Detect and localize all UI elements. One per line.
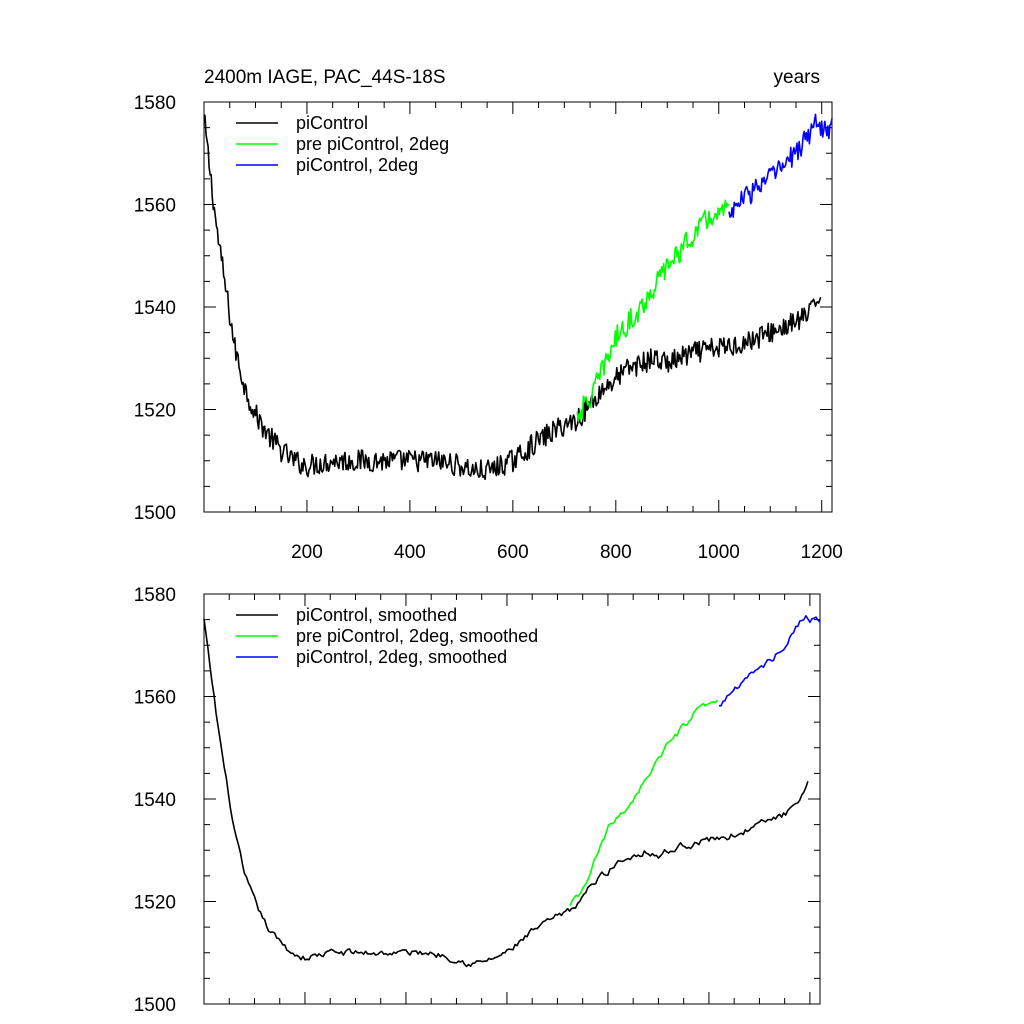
x-tick-label: 1000 [698, 542, 740, 563]
y-tick-label: 1580 [134, 585, 176, 606]
series-line [728, 113, 833, 218]
legend-label: piControl, 2deg [296, 155, 418, 175]
y-tick-label: 1520 [134, 893, 176, 914]
header-units: years [774, 67, 820, 88]
series-line [203, 114, 822, 481]
x-tick-label: 400 [394, 542, 426, 563]
top-panel: 1500 1520 1540 1560 1580 200 400 600 800 1000 1200… [134, 93, 843, 563]
x-tick-label: 800 [600, 542, 632, 563]
series-line [203, 618, 809, 968]
y-tick-label: 1580 [134, 93, 176, 114]
legend-label: pre piControl, 2deg, smoothed [296, 626, 538, 646]
legend-label: piControl, 2deg, smoothed [296, 647, 507, 667]
y-tick-label: 1560 [134, 688, 176, 709]
x-tick-label: 600 [497, 542, 529, 563]
y-tick-label: 1520 [134, 401, 176, 422]
x-tick-label: 200 [291, 542, 323, 563]
y-tick-label: 1560 [134, 196, 176, 217]
series-line [576, 199, 730, 422]
x-tick-label: 1200 [801, 542, 843, 563]
series-line [569, 699, 719, 906]
y-tick-label: 1500 [134, 995, 176, 1016]
y-tick-label: 1500 [134, 503, 176, 524]
series-line [718, 615, 821, 707]
y-tick-label: 1540 [134, 790, 176, 811]
legend-label: piControl, smoothed [296, 605, 457, 625]
legend-label: piControl [296, 113, 368, 133]
legend-label: pre piControl, 2deg [296, 134, 449, 154]
y-tick-label: 1540 [134, 298, 176, 319]
header-title: 2400m IAGE, PAC_44S-18S [204, 67, 446, 88]
